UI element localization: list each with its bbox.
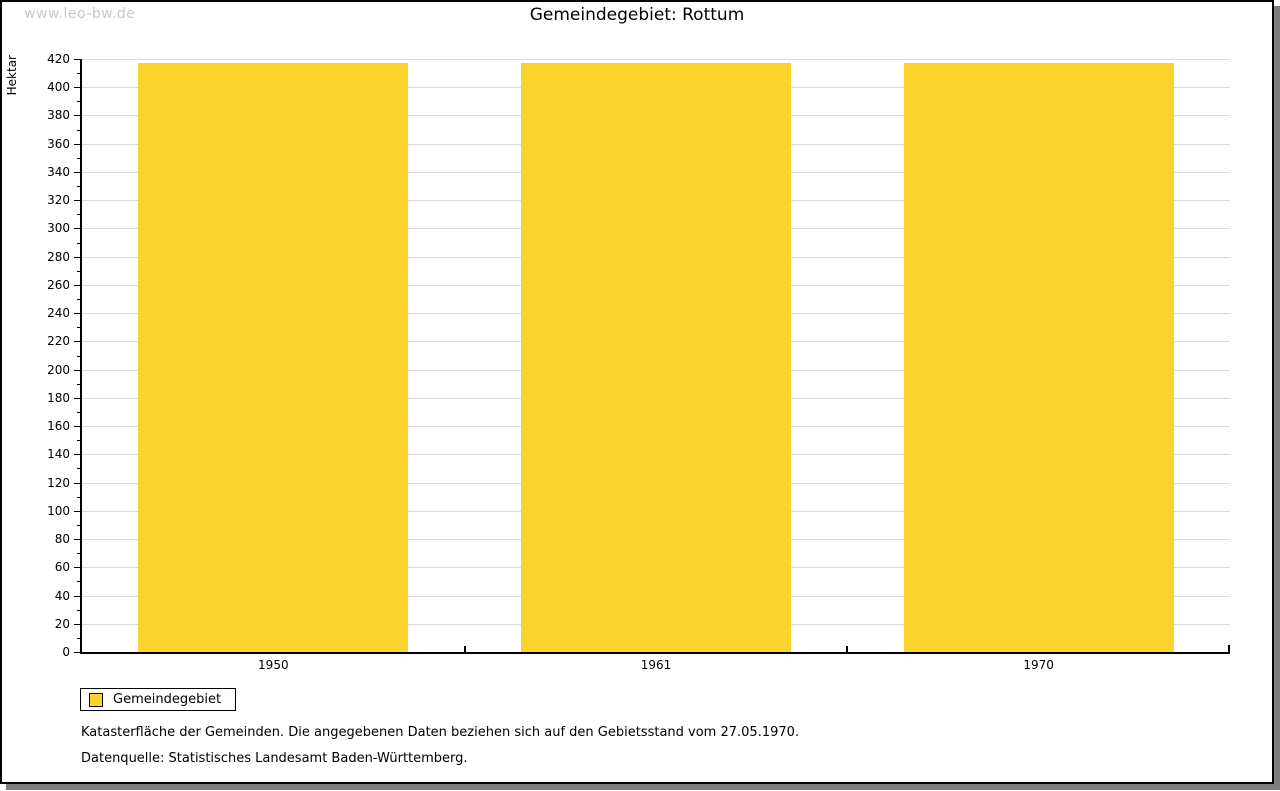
y-axis-tick-label: 320 (47, 193, 70, 208)
y-axis-tick-label: 0 (62, 645, 70, 659)
y-axis-tick-label: 80 (54, 532, 70, 547)
y-axis-minor-tick (77, 581, 81, 583)
y-axis-tick (74, 256, 81, 258)
y-axis-tick-label: 60 (54, 560, 70, 575)
y-axis-minor-tick (77, 468, 81, 470)
y-axis-tick-label: 200 (47, 362, 70, 377)
legend-label: Gemeindegebiet (113, 692, 222, 707)
y-axis-tick-label: 400 (47, 80, 70, 95)
y-axis-tick (74, 59, 81, 60)
y-axis-minor-tick (77, 411, 81, 413)
y-axis-tick-label: 360 (47, 136, 70, 151)
bar-1950 (138, 63, 409, 652)
y-axis-tick-label: 120 (47, 475, 70, 490)
y-axis-tick-label: 40 (54, 588, 70, 603)
x-axis-tick-label: 1961 (640, 658, 672, 672)
y-axis-minor-tick (77, 440, 81, 442)
x-axis-tick-label: 1950 (258, 658, 289, 672)
y-axis-minor-tick (77, 355, 81, 357)
bar-1970 (903, 63, 1174, 652)
y-axis-tick (74, 567, 81, 569)
y-axis-tick (74, 539, 81, 541)
y-axis-tick (74, 397, 81, 399)
plot-area: 0 20 40 60 80 100 120 140 160 180 200 220 240 260 280 3… (47, 52, 1230, 672)
chart-title: Gemeindegebiet: Rottum (529, 5, 745, 25)
y-axis-title: Hektar (5, 55, 19, 96)
y-axis-minor-tick (77, 299, 81, 301)
y-axis-minor-tick (77, 186, 81, 188)
y-axis-tick-label: 220 (47, 334, 70, 349)
y-axis-tick-label: 260 (47, 277, 70, 292)
y-axis-tick (74, 595, 81, 597)
y-axis-minor-tick (77, 524, 81, 526)
y-axis-tick-label: 380 (47, 108, 70, 123)
gridline (82, 59, 1230, 60)
x-axis-boundary-tick (1228, 645, 1230, 652)
y-axis-minor-tick (77, 609, 81, 611)
watermark: www.leo-bw.de (24, 6, 136, 22)
bar-1961 (521, 63, 791, 652)
x-axis-boundary-tick (846, 646, 849, 652)
y-axis-tick (74, 369, 81, 371)
y-axis-tick (74, 284, 81, 286)
y-axis-minor-tick (77, 214, 81, 216)
y-axis-tick (74, 426, 81, 428)
y-axis-minor-tick (77, 129, 81, 131)
y-axis-minor-tick (77, 101, 81, 103)
y-axis-tick-label: 280 (47, 249, 70, 264)
y-axis-tick (74, 341, 81, 343)
y-axis-tick-label: 300 (47, 221, 70, 236)
y-axis-minor-tick (77, 157, 81, 159)
y-axis-tick (74, 313, 81, 315)
x-axis-line (80, 652, 1230, 654)
y-axis-minor-tick (77, 270, 81, 272)
y-axis-tick-label: 160 (47, 419, 70, 434)
y-axis-tick (74, 454, 81, 456)
footnote-datenquelle: Datenquelle: Statistisches Landesamt Bad… (81, 751, 468, 766)
y-axis-minor-tick (77, 496, 81, 498)
y-axis-tick (74, 623, 81, 625)
y-axis-minor-tick (77, 383, 81, 385)
y-axis-tick-label: 100 (47, 503, 70, 518)
y-axis-tick (74, 87, 81, 89)
legend-swatch (89, 692, 103, 707)
y-axis-minor-tick (77, 637, 81, 639)
y-axis-tick (74, 228, 81, 230)
y-axis-tick (74, 115, 81, 117)
footnote-gebietsstand: Katasterfläche der Gemeinden. Die angege… (81, 725, 800, 740)
y-axis-tick (74, 171, 81, 173)
y-axis-tick (74, 143, 81, 145)
y-axis-tick (74, 510, 81, 512)
y-axis-tick-label: 420 (47, 52, 70, 66)
y-axis-tick (74, 652, 81, 653)
y-axis-minor-tick (77, 73, 81, 75)
legend: Gemeindegebiet (80, 688, 237, 711)
y-axis-tick-label: 140 (47, 447, 70, 462)
y-axis-minor-tick (77, 327, 81, 329)
y-axis-tick (74, 200, 81, 202)
y-axis-line (80, 59, 82, 654)
y-axis-tick (74, 482, 81, 484)
y-axis-minor-tick (77, 242, 81, 244)
y-axis-minor-tick (77, 553, 81, 555)
x-axis-tick-label: 1970 (1023, 658, 1054, 672)
y-axis-tick-label: 20 (54, 616, 70, 631)
y-axis-tick-label: 340 (47, 164, 70, 179)
x-axis-boundary-tick (463, 646, 466, 652)
y-axis-tick-label: 180 (47, 390, 70, 405)
y-axis-tick-label: 240 (47, 306, 70, 321)
